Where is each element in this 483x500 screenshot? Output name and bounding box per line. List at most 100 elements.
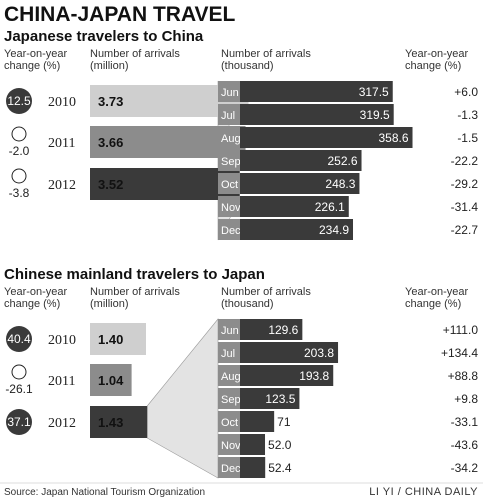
month-value: 358.6 <box>378 131 408 145</box>
month-bar <box>240 388 300 409</box>
yoy-circle <box>6 409 32 435</box>
annual-bar <box>90 364 132 396</box>
month-bar <box>240 457 266 478</box>
month-tab <box>218 150 240 171</box>
annual-value: 1.43 <box>98 415 123 430</box>
month-bar <box>240 365 334 386</box>
annual-value: 3.66 <box>98 135 123 150</box>
section-title: Japanese travelers to China <box>4 28 204 45</box>
month-yoy: +134.4 <box>441 346 478 360</box>
month-value: 203.8 <box>304 346 334 360</box>
year-label: 2011 <box>48 374 75 389</box>
month-tab <box>218 104 240 125</box>
month-label: Jul <box>221 110 235 122</box>
month-value: 52.4 <box>268 461 292 475</box>
yoy-value: 40.4 <box>7 332 31 346</box>
month-tab <box>218 342 240 363</box>
monthly-header: Number of arrivals <box>221 286 311 298</box>
annual-value: 3.52 <box>98 177 123 192</box>
month-label: Jun <box>221 87 239 99</box>
annual-bar <box>90 168 240 200</box>
annual-value: 1.40 <box>98 332 123 347</box>
month-value: 71 <box>277 415 291 429</box>
month-value: 129.6 <box>268 323 298 337</box>
month-yoy: -1.5 <box>457 131 478 145</box>
chart-title: CHINA-JAPAN TRAVEL <box>4 3 236 26</box>
month-label: Nov <box>221 440 241 452</box>
year-label: 2012 <box>48 178 76 193</box>
year-label: 2010 <box>48 333 76 348</box>
yoy-circle <box>6 88 32 114</box>
funnel-connector <box>146 318 219 479</box>
yoy-value: -2.0 <box>9 144 30 158</box>
monthly-header: (thousand) <box>221 298 274 310</box>
month-value: 52.0 <box>268 438 292 452</box>
source-note: Source: Japan National Tourism Organizat… <box>4 487 205 498</box>
month-yoy: -29.2 <box>451 177 479 191</box>
month-bar <box>240 196 349 217</box>
yoy-right-header: Year-on-year <box>405 48 469 60</box>
month-value: 319.5 <box>360 108 390 122</box>
month-tab <box>218 81 240 102</box>
credit: LI YI / CHINA DAILY <box>369 486 478 498</box>
month-label: Jul <box>221 348 235 360</box>
month-yoy: -22.7 <box>451 223 479 237</box>
month-yoy: -1.3 <box>457 108 478 122</box>
yoy-circle <box>6 326 32 352</box>
annual-value: 1.04 <box>98 373 124 388</box>
month-bar <box>240 219 354 240</box>
month-label: Oct <box>221 417 238 429</box>
month-bar <box>240 434 266 455</box>
month-tab <box>218 173 240 194</box>
month-value: 193.8 <box>299 369 329 383</box>
annual-header: Number of arrivals <box>90 286 180 298</box>
month-label: Dec <box>221 463 241 475</box>
month-bar <box>240 342 339 363</box>
month-yoy: -33.1 <box>451 415 479 429</box>
yoy-left-header: Year-on-year <box>4 286 68 298</box>
annual-header: (million) <box>90 60 129 72</box>
month-tab <box>218 388 240 409</box>
month-bar <box>240 411 275 432</box>
yoy-left-header: change (%) <box>4 298 60 310</box>
month-bar <box>240 319 303 340</box>
month-tab <box>218 319 240 340</box>
month-label: Dec <box>221 225 241 237</box>
month-yoy: +88.8 <box>448 369 479 383</box>
month-value: 252.6 <box>327 154 357 168</box>
yoy-circle <box>11 364 27 380</box>
month-label: Aug <box>221 133 241 145</box>
annual-header: Number of arrivals <box>90 48 180 60</box>
month-label: Sep <box>221 394 241 406</box>
month-bar <box>240 150 362 171</box>
month-yoy: -31.4 <box>451 200 479 214</box>
month-yoy: -34.2 <box>451 461 479 475</box>
month-bar <box>240 104 394 125</box>
month-label: Oct <box>221 179 238 191</box>
month-tab <box>218 365 240 386</box>
monthly-header: (thousand) <box>221 60 274 72</box>
year-label: 2010 <box>48 95 76 110</box>
month-bar <box>240 173 360 194</box>
yoy-value: 12.5 <box>7 94 31 108</box>
month-label: Aug <box>221 371 241 383</box>
month-yoy: +6.0 <box>454 85 478 99</box>
year-label: 2012 <box>48 416 76 431</box>
month-yoy: -43.6 <box>451 438 479 452</box>
yoy-left-header: change (%) <box>4 60 60 72</box>
month-tab <box>218 196 240 217</box>
yoy-value: -26.1 <box>5 382 33 396</box>
yoy-right-header: Year-on-year <box>405 286 469 298</box>
month-label: Jun <box>221 325 239 337</box>
annual-value: 3.73 <box>98 94 123 109</box>
month-value: 123.5 <box>265 392 295 406</box>
yoy-value: -3.8 <box>9 186 30 200</box>
month-value: 248.3 <box>325 177 355 191</box>
section-title: Chinese mainland travelers to Japan <box>4 266 265 283</box>
month-value: 234.9 <box>319 223 349 237</box>
month-tab <box>218 434 240 455</box>
yoy-circle <box>11 168 27 184</box>
yoy-circle <box>11 126 27 142</box>
month-tab <box>218 457 240 478</box>
month-tab <box>218 127 240 148</box>
